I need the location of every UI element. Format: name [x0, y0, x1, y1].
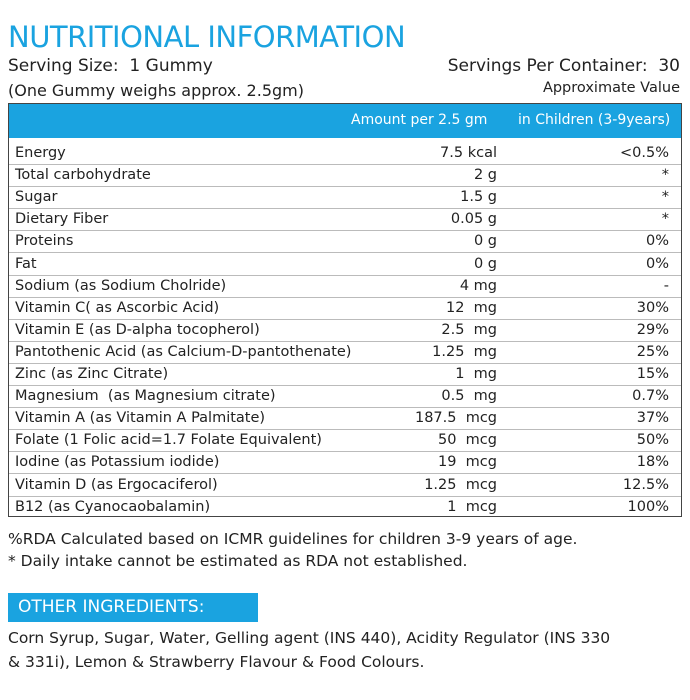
- nutrient-name: Total carbohydrate: [15, 167, 151, 184]
- table-row: Vitamin A (as Vitamin A Palmitate) 187.5 …: [9, 408, 681, 431]
- nutrient-name: Energy: [15, 145, 66, 161]
- nutrient-rda: 0%: [645, 233, 669, 250]
- nutrient-amount: 1 mcg: [447, 498, 497, 515]
- table-row: Sodium (as Sodium Cholride) 4 mg -: [9, 276, 681, 298]
- nutrient-amount: 2 g: [473, 167, 497, 184]
- servings-per-container: Servings Per Container: 30: [447, 56, 680, 76]
- table-row: Pantothenic Acid (as Calcium-D-pantothen…: [9, 342, 681, 364]
- nutrient-rda: 0%: [645, 255, 669, 272]
- nutrient-rda: -: [663, 277, 669, 294]
- nutrient-amount: 1.5 g: [460, 189, 497, 206]
- table-row: Folate (1 Folic acid=1.7 Folate Equivale…: [9, 430, 681, 453]
- table-row: B12 (as Cyanocaobalamin) 1 mcg 100%: [9, 497, 681, 519]
- nutrient-rda: *: [661, 189, 669, 206]
- table-row: Energy 7.5 kcal <0.5%: [9, 143, 681, 166]
- title: NUTRITIONAL INFORMATION: [8, 20, 406, 54]
- nutrient-name: Vitamin C( as Ascorbic Acid): [15, 299, 220, 316]
- nutrient-rda: 0.7%: [632, 388, 669, 405]
- nutrient-amount: 4 mg: [459, 277, 497, 294]
- nutrient-amount: 1 mg: [455, 366, 497, 382]
- table-row: Vitamin C( as Ascorbic Acid) 12 mg 30%: [9, 298, 681, 320]
- nutrient-name: Vitamin A (as Vitamin A Palmitate): [15, 410, 266, 427]
- nutrient-rda: *: [661, 167, 669, 184]
- nutrient-rda: <0.5%: [620, 145, 669, 161]
- nutrient-rda: 50%: [636, 432, 669, 449]
- nutrient-name: Pantothenic Acid (as Calcium-D-pantothen…: [15, 343, 352, 360]
- footnote: * Daily intake cannot be estimated as RD…: [8, 552, 468, 570]
- nutrient-name: Dietary Fiber: [15, 211, 109, 228]
- nutrient-rda: 18%: [636, 454, 669, 471]
- ingredients-line: & 331i), Lemon & Strawberry Flavour & Fo…: [8, 653, 425, 671]
- column-header: Amount per 2.5 gm: [351, 112, 488, 128]
- nutrient-rda: 12.5%: [622, 476, 669, 493]
- nutrient-amount: 50 mcg: [438, 432, 497, 449]
- approx-label: Approximate Value: [542, 80, 680, 96]
- table-row: Total carbohydrate 2 g *: [9, 165, 681, 188]
- nutrition-table: Amount per 2.5 gm in Children (3-9years)…: [8, 103, 682, 517]
- nutrient-rda: 100%: [627, 498, 669, 515]
- column-header: in Children (3-9years): [518, 112, 671, 128]
- table-row: Dietary Fiber 0.05 g *: [9, 209, 681, 232]
- table-row: Fat 0 g 0%: [9, 254, 681, 276]
- serving-size: Serving Size: 1 Gummy: [8, 56, 213, 76]
- nutrient-amount: 187.5 mcg: [414, 410, 497, 427]
- nutrient-rda: 30%: [636, 299, 669, 316]
- nutrient-name: Sugar: [15, 189, 58, 206]
- nutrient-name: Fat: [15, 255, 37, 272]
- nutrient-amount: 0 g: [473, 233, 497, 250]
- nutrient-name: Zinc (as Zinc Citrate): [15, 366, 169, 382]
- nutrient-amount: 1.25 mcg: [424, 476, 497, 493]
- nutrient-amount: 0.5 mg: [441, 388, 497, 405]
- ingredients-heading: OTHER INGREDIENTS:: [18, 597, 205, 617]
- nutrient-amount: 0.05 g: [450, 211, 497, 228]
- table-row: Proteins 0 g 0%: [9, 231, 681, 254]
- nutrient-amount: 19 mcg: [438, 454, 497, 471]
- weight-note: (One Gummy weighs approx. 2.5gm): [8, 81, 304, 100]
- nutrient-name: Proteins: [15, 233, 74, 250]
- nutrient-name: Sodium (as Sodium Cholride): [15, 277, 227, 294]
- nutrient-rda: 29%: [636, 321, 669, 338]
- table-header: Amount per 2.5 gm in Children (3-9years): [9, 104, 681, 138]
- nutrient-name: Magnesium (as Magnesium citrate): [15, 388, 276, 405]
- table-row: Magnesium (as Magnesium citrate) 0.5 mg 0.…: [9, 386, 681, 409]
- nutrient-amount: 12 mg: [446, 299, 497, 316]
- nutrient-name: Vitamin E (as D-alpha tocopherol): [15, 321, 260, 338]
- table-row: Sugar 1.5 g *: [9, 187, 681, 210]
- nutrient-name: Folate (1 Folic acid=1.7 Folate Equivale…: [15, 432, 322, 449]
- ingredients-band: OTHER INGREDIENTS:: [8, 593, 258, 622]
- nutrient-amount: 1.25 mg: [432, 343, 497, 360]
- table-row: Vitamin E (as D-alpha tocopherol) 2.5 mg 2…: [9, 320, 681, 342]
- table-row: Vitamin D (as Ergocaciferol) 1.25 mcg 12.5…: [9, 475, 681, 497]
- nutrient-rda: *: [661, 211, 669, 228]
- nutrient-amount: 0 g: [473, 255, 497, 272]
- ingredients-line: Corn Syrup, Sugar, Water, Gelling agent …: [8, 629, 611, 647]
- nutrient-rda: 15%: [636, 366, 669, 382]
- nutrient-amount: 2.5 mg: [441, 321, 497, 338]
- nutrient-name: B12 (as Cyanocaobalamin): [15, 498, 211, 515]
- nutrient-name: Vitamin D (as Ergocaciferol): [15, 476, 218, 493]
- nutrient-rda: 37%: [636, 410, 669, 427]
- table-row: Iodine (as Potassium iodide) 19 mcg 18%: [9, 452, 681, 475]
- nutrient-rda: 25%: [636, 343, 669, 360]
- table-row: Zinc (as Zinc Citrate) 1 mg 15%: [9, 364, 681, 387]
- footnote: %RDA Calculated based on ICMR guidelines…: [8, 530, 578, 548]
- nutrient-amount: 7.5 kcal: [440, 145, 497, 161]
- nutrient-name: Iodine (as Potassium iodide): [15, 454, 220, 471]
